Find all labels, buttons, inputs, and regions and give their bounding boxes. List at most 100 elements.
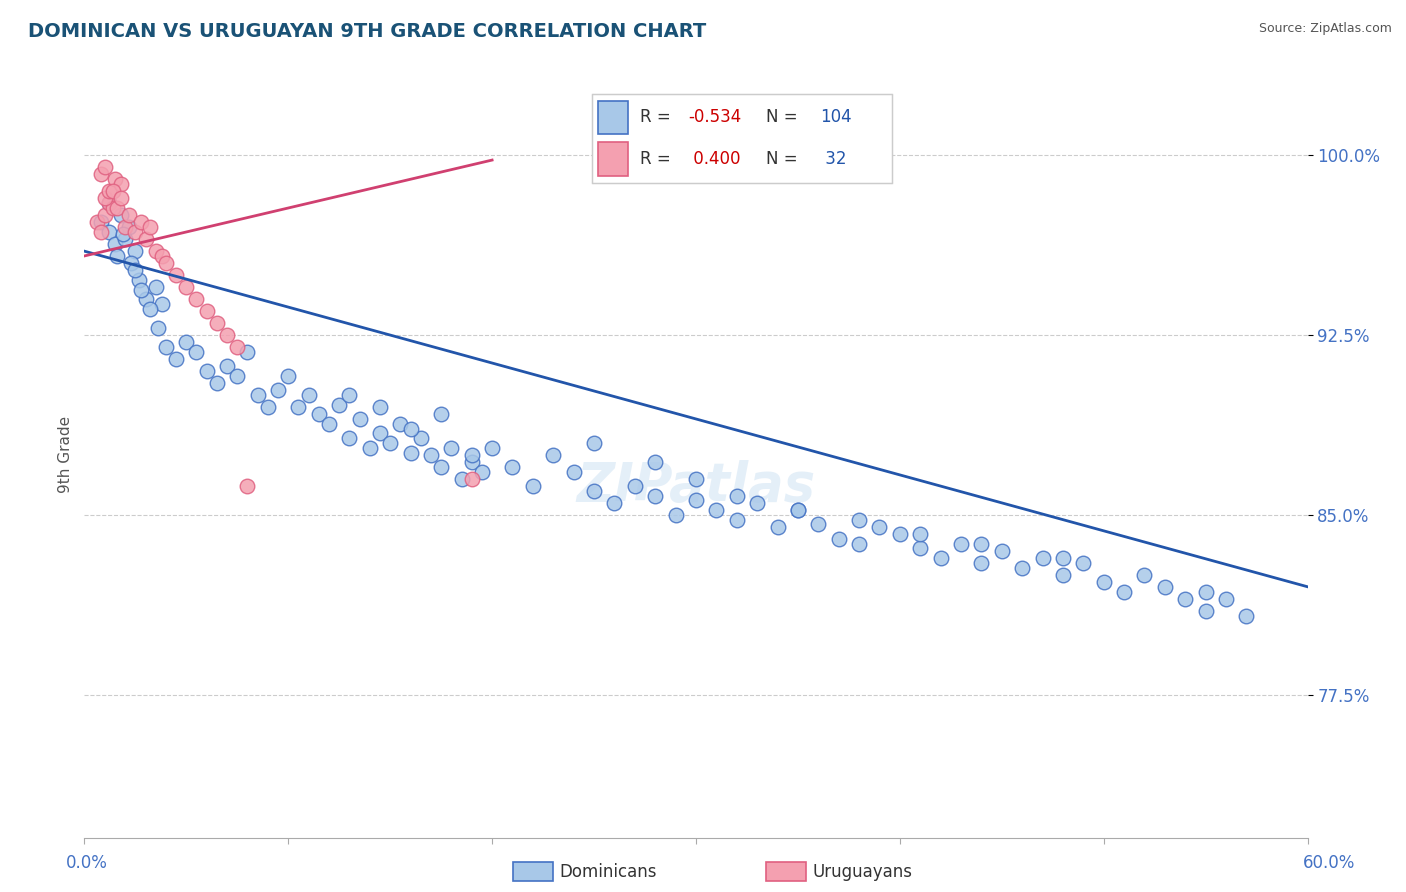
Point [105,249,128,263]
Point [828,532,851,546]
Point [246,388,269,402]
Text: 60.0%: 60.0% [1302,855,1355,872]
Point [1174,591,1197,606]
Point [848,536,870,550]
Point [318,417,340,431]
Text: 0.0%: 0.0% [66,855,108,872]
Point [124,244,146,259]
Point [644,489,666,503]
Point [1011,560,1033,574]
Point [1052,551,1074,566]
Point [339,388,361,402]
Point [97,184,120,198]
Point [236,344,259,359]
Point [1236,608,1258,623]
Point [725,513,748,527]
Point [93,160,115,174]
Point [430,459,453,474]
Text: Dominicans: Dominicans [560,863,657,881]
Point [277,368,299,383]
Point [135,292,157,306]
Point [101,184,124,198]
Point [747,496,769,510]
Point [766,520,789,534]
Point [186,344,208,359]
Point [174,280,197,294]
Point [131,283,153,297]
Point [195,304,218,318]
Point [440,441,463,455]
Point [450,472,472,486]
Point [1032,551,1054,566]
Point [150,249,173,263]
Point [97,196,120,211]
Point [562,465,585,479]
Point [787,503,810,517]
Point [1215,591,1237,606]
Point [583,436,606,450]
Point [929,551,952,566]
Point [430,407,453,421]
Point [267,383,290,397]
Point [339,431,361,445]
Point [118,220,141,235]
Point [1114,584,1136,599]
Point [97,225,120,239]
Point [257,400,280,414]
Point [86,215,108,229]
Point [155,340,177,354]
Point [420,448,443,462]
Text: DOMINICAN VS URUGUAYAN 9TH GRADE CORRELATION CHART: DOMINICAN VS URUGUAYAN 9TH GRADE CORRELA… [28,22,706,41]
Point [461,472,484,486]
Point [1133,567,1156,582]
Point [399,421,422,435]
Point [471,465,494,479]
Point [502,459,524,474]
Point [112,227,135,242]
Point [807,517,830,532]
Point [165,268,187,282]
Point [104,172,127,186]
Point [368,400,391,414]
Point [138,220,160,235]
Point [368,426,391,441]
Point [138,301,160,316]
Point [90,168,112,182]
Point [93,191,115,205]
Text: Source: ZipAtlas.com: Source: ZipAtlas.com [1258,22,1392,36]
Point [603,496,626,510]
Point [146,321,169,335]
Point [970,556,993,570]
Point [90,215,112,229]
Text: Uruguayans: Uruguayans [813,863,912,881]
Point [685,493,707,508]
Point [145,280,167,294]
Point [145,244,167,259]
Text: ZIPatlas: ZIPatlas [576,459,815,512]
Point [287,400,309,414]
Point [124,225,146,239]
Point [90,225,112,239]
Point [461,448,484,462]
Point [205,316,228,330]
Point [131,215,153,229]
Point [522,479,544,493]
Point [1195,604,1218,618]
Point [399,445,422,459]
Point [624,479,647,493]
Point [101,201,124,215]
Point [104,236,127,251]
Point [114,232,136,246]
Point [481,441,503,455]
Point [869,520,891,534]
Point [1154,580,1177,594]
Point [389,417,412,431]
Point [848,513,870,527]
Point [543,448,565,462]
Point [110,177,132,191]
Point [186,292,208,306]
Point [889,527,911,541]
Point [725,489,748,503]
Point [359,441,381,455]
Point [1092,574,1115,589]
